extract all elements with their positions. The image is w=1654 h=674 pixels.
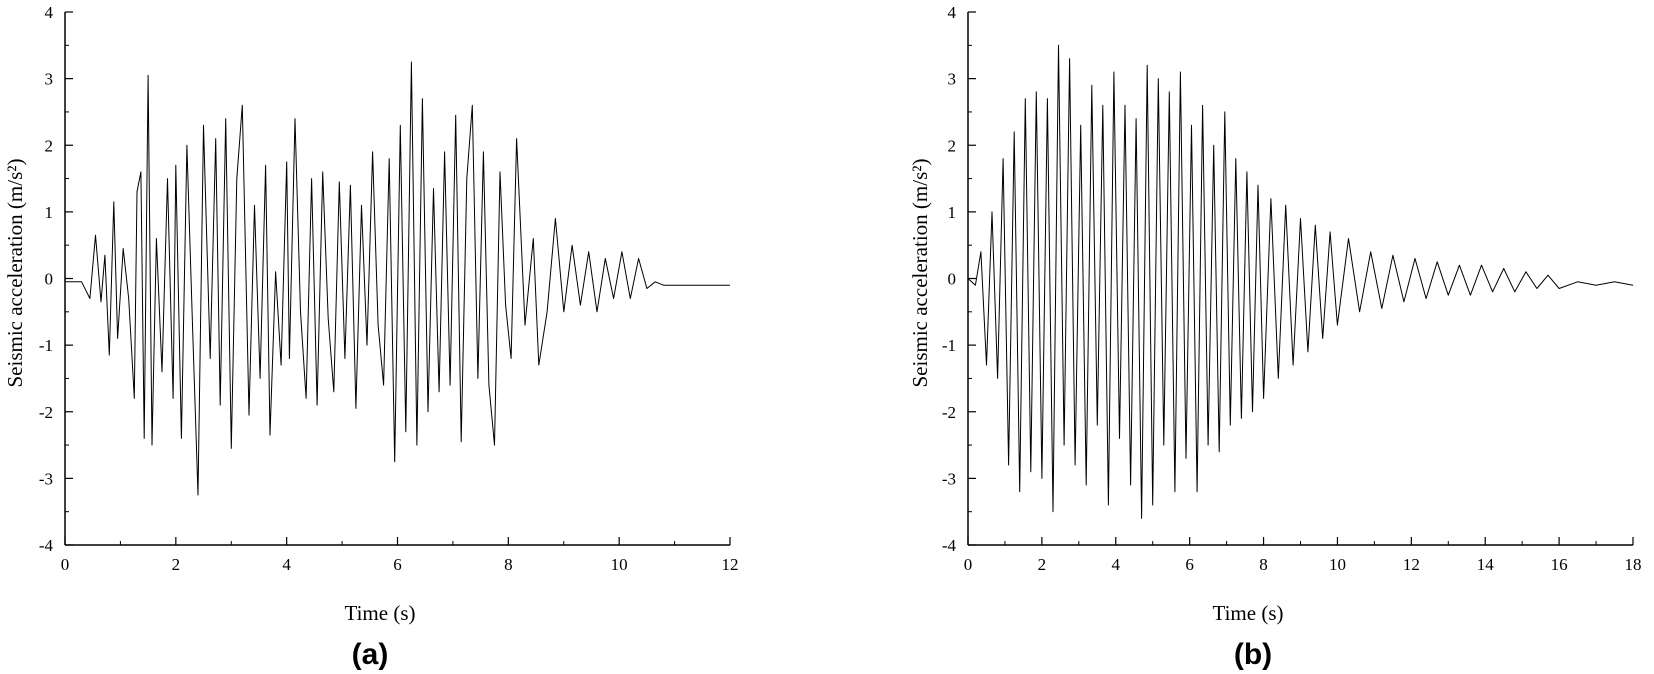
x-axis-title: Time (s) (1213, 601, 1284, 625)
y-tick-label: -2 (942, 403, 956, 422)
chart-panel-a: (a) Time (s) Seismic acceleration (m/s²)… (3, 3, 739, 671)
y-tick-label: 0 (45, 270, 54, 289)
x-tick-label: 16 (1551, 555, 1568, 574)
x-tick-label: 8 (1259, 555, 1268, 574)
x-tick-label: 10 (611, 555, 628, 574)
x-tick-label: 2 (172, 555, 181, 574)
panel-label: (a) (352, 638, 389, 671)
x-tick-label: 8 (504, 555, 513, 574)
y-tick-label: -3 (942, 469, 956, 488)
x-tick-label: 0 (964, 555, 973, 574)
x-tick-label: 12 (722, 555, 739, 574)
x-tick-label: 10 (1329, 555, 1346, 574)
y-tick-label: 3 (45, 70, 54, 89)
y-tick-label: -2 (39, 403, 53, 422)
x-tick-label: 4 (282, 555, 291, 574)
x-tick-label: 0 (61, 555, 70, 574)
x-tick-label: 4 (1112, 555, 1121, 574)
x-tick-label: 14 (1477, 555, 1495, 574)
y-tick-label: 4 (45, 3, 54, 22)
x-tick-label: 2 (1038, 555, 1047, 574)
y-tick-label: 2 (45, 136, 54, 155)
series-line (967, 44, 1634, 519)
x-axis-title: Time (s) (345, 601, 416, 625)
y-tick-label: 1 (948, 203, 957, 222)
y-tick-label: -1 (942, 336, 956, 355)
chart-panel-b: (b) Time (s) Seismic acceleration (m/s²)… (908, 3, 1642, 671)
y-tick-label: -4 (39, 536, 54, 555)
y-tick-label: -1 (39, 336, 53, 355)
y-tick-label: -3 (39, 469, 53, 488)
y-axis-title: Seismic acceleration (m/s²) (908, 158, 932, 387)
x-tick-label: 12 (1403, 555, 1420, 574)
y-tick-label: 4 (948, 3, 957, 22)
x-tick-label: 6 (393, 555, 402, 574)
y-tick-label: 2 (948, 136, 957, 155)
y-tick-label: 1 (45, 203, 54, 222)
x-tick-label: 6 (1185, 555, 1194, 574)
panel-label: (b) (1234, 638, 1272, 671)
y-tick-label: -4 (942, 536, 957, 555)
series-line (65, 61, 730, 496)
y-tick-label: 0 (948, 270, 957, 289)
y-axis-title: Seismic acceleration (m/s²) (3, 158, 27, 387)
x-tick-label: 18 (1625, 555, 1642, 574)
y-tick-label: 3 (948, 70, 957, 89)
